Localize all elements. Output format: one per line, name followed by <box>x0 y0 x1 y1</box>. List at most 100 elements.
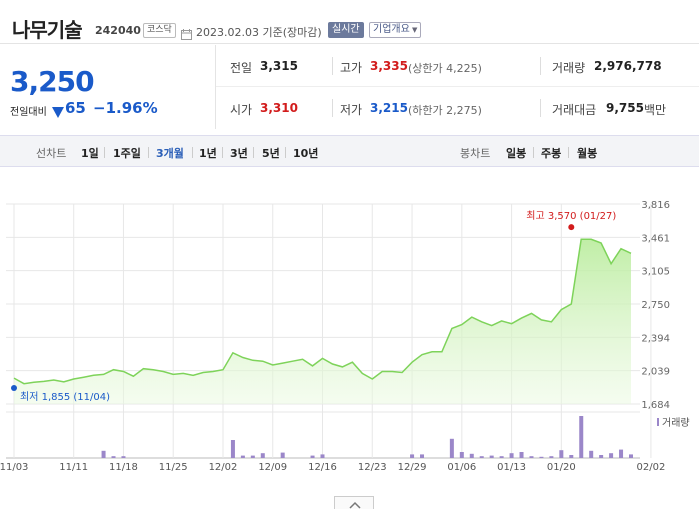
volume-bar <box>230 440 235 458</box>
max-label: 최고 3,570 (01/27) <box>526 210 616 222</box>
period-3y[interactable]: 3년 <box>230 147 248 160</box>
y-tick-label: 3,461 <box>641 233 670 244</box>
x-tick-label: 12/02 <box>209 462 238 473</box>
low-label: 저가 <box>340 103 363 117</box>
period-1y[interactable]: 1년 <box>199 147 217 160</box>
volume-bar <box>240 455 245 458</box>
y-tick-label: 3,105 <box>641 267 670 278</box>
calendar-icon <box>181 25 192 44</box>
chevron-down-icon: ▼ <box>409 26 418 34</box>
company-name[interactable]: 나무기술 <box>12 18 83 42</box>
volume-bar <box>499 456 504 458</box>
volume-bar <box>579 416 584 458</box>
candle-monthly[interactable]: 월봉 <box>577 147 598 160</box>
x-tick-label: 12/29 <box>398 462 427 473</box>
volume-bar <box>111 456 116 458</box>
divider <box>148 147 149 158</box>
info-row: 전일 3,315 고가 3,335 (상한가 4,225) 거래량 2,976,… <box>216 45 699 87</box>
low-value: 3,215 <box>370 101 408 115</box>
trade-value: 9,755 <box>606 101 644 115</box>
volume-bar <box>519 452 524 458</box>
x-tick-label: 12/09 <box>258 462 287 473</box>
y-tick-label: 3,816 <box>641 200 670 211</box>
divider <box>533 147 534 158</box>
chart-collapse-button[interactable] <box>334 496 374 509</box>
divider <box>540 99 541 117</box>
x-tick-label: 01/06 <box>447 462 476 473</box>
x-tick-label: 02/02 <box>636 462 665 473</box>
volume-bar <box>629 454 633 458</box>
chart-period-bar: 선차트 1일 1주일 3개월 1년 3년 5년 10년 봉차트 일봉 주봉 월봉 <box>0 135 699 167</box>
lower-limit: (하한가 2,275) <box>408 104 482 117</box>
divider <box>285 147 286 158</box>
trade-value-unit: 백만 <box>644 103 667 117</box>
volume-bar <box>479 456 484 458</box>
change-label: 전일대비 <box>10 107 47 118</box>
x-tick-label: 01/20 <box>547 462 576 473</box>
price-line <box>13 238 632 385</box>
divider <box>222 147 223 158</box>
high-label: 고가 <box>340 61 363 75</box>
x-tick-label: 11/18 <box>109 462 138 473</box>
divider <box>540 57 541 75</box>
x-tick-label: 12/16 <box>308 462 337 473</box>
volume-bar <box>310 455 315 458</box>
volume-bar <box>609 453 614 458</box>
volume-legend-swatch <box>657 418 659 426</box>
volume-bar <box>509 453 514 458</box>
change-rate: −1.96% <box>93 99 158 117</box>
prev-close-label: 전일 <box>230 61 253 75</box>
company-overview-dropdown[interactable]: 기업개요 ▼ <box>369 22 422 38</box>
period-10y[interactable]: 10년 <box>293 147 319 160</box>
candle-weekly[interactable]: 주봉 <box>541 147 562 160</box>
volume-bar <box>489 455 494 458</box>
divider <box>568 147 569 158</box>
upper-limit: (상한가 4,225) <box>408 62 482 75</box>
candle-daily[interactable]: 일봉 <box>506 147 527 160</box>
price-area <box>14 239 631 404</box>
high-value: 3,335 <box>370 59 408 73</box>
volume-bar <box>101 450 106 458</box>
realtime-button[interactable]: 실시간 <box>328 22 364 38</box>
volume-bar <box>260 453 265 458</box>
volume-bar <box>539 456 544 458</box>
y-tick-label: 2,039 <box>641 367 670 378</box>
period-3m[interactable]: 3개월 <box>156 147 184 160</box>
line-chart-label: 선차트 <box>36 147 67 160</box>
period-5y[interactable]: 5년 <box>262 147 280 160</box>
x-tick-label: 11/03 <box>0 462 28 473</box>
volume-bar <box>589 450 594 458</box>
min-marker <box>11 384 17 391</box>
volume-bar <box>569 455 574 458</box>
volume-bar <box>459 452 464 458</box>
trade-value-label: 거래대금 <box>552 103 597 117</box>
volume-bar <box>250 455 255 458</box>
down-arrow-icon <box>52 103 64 122</box>
divider <box>253 147 254 158</box>
x-tick-label: 11/11 <box>59 462 88 473</box>
prev-close-value: 3,315 <box>260 59 298 73</box>
y-tick-label: 2,394 <box>641 333 670 344</box>
market-badge: 코스닥 <box>143 23 176 38</box>
volume-value: 2,976,778 <box>594 59 662 73</box>
x-tick-label: 12/23 <box>358 462 387 473</box>
volume-bar <box>559 450 564 458</box>
x-tick-label: 11/25 <box>159 462 188 473</box>
volume-bar <box>121 456 126 458</box>
volume-bar <box>599 455 604 458</box>
price-info-table: 전일 3,315 고가 3,335 (상한가 4,225) 거래량 2,976,… <box>216 45 699 129</box>
volume-bar <box>469 453 474 458</box>
divider <box>192 147 193 158</box>
volume-bar <box>619 449 624 458</box>
volume-legend: 거래량 <box>662 417 690 429</box>
volume-bar <box>410 454 415 458</box>
open-value: 3,310 <box>260 101 298 115</box>
current-price: 3,250 <box>10 65 95 98</box>
open-label: 시가 <box>230 103 253 117</box>
divider <box>332 57 333 75</box>
volume-bar <box>320 454 325 458</box>
volume-label: 거래량 <box>552 61 586 75</box>
y-tick-label: 1,684 <box>641 400 670 411</box>
period-1d[interactable]: 1일 <box>81 147 99 160</box>
period-1w[interactable]: 1주일 <box>113 147 141 160</box>
